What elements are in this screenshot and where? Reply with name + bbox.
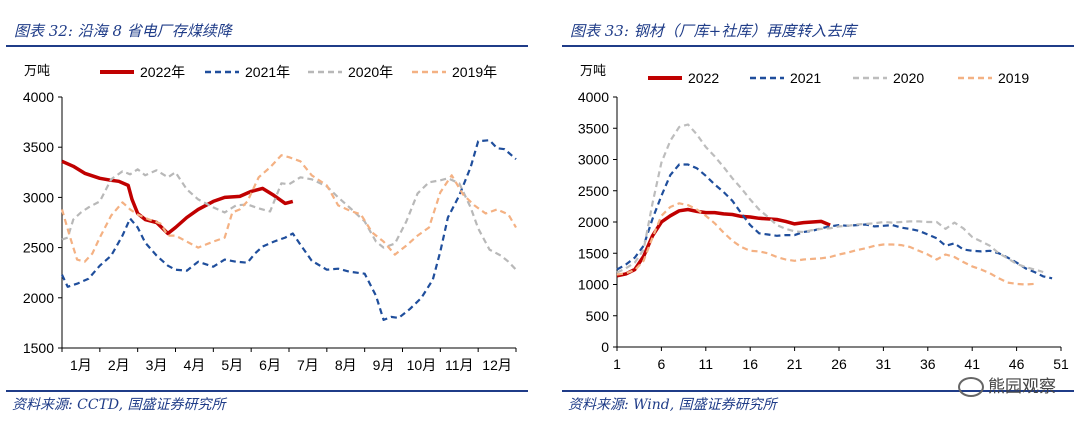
x-tick-label: 36 [920,356,936,372]
x-tick-label: 26 [831,356,847,372]
watermark-text: 熊园观察 [988,377,1056,397]
chart-title: 图表 33: 钢材（厂库+社库）再度转入去库 [570,22,857,40]
legend-label: 2021 [790,70,821,86]
title-rule [6,45,528,47]
legend-label: 2019 [998,70,1029,86]
x-tick-label: 46 [1009,356,1025,372]
legend-label: 2021年 [245,64,290,80]
y-unit-label: 万吨 [580,64,606,79]
legend-label: 2020年 [348,64,393,80]
x-tick-label: 10月 [407,357,437,373]
right-chart-panel: 图表 33: 钢材（厂库+社库）再度转入去库 万吨 0 500 1000 1500 200… [556,0,1080,433]
y-tick-label: 2500 [578,183,609,199]
left-chart-panel: 图表 32: 沿海 8 省电厂存煤续降 万吨 1500 2000 2500 3000 35… [0,0,534,433]
legend-label: 2019年 [452,64,497,80]
series-line-2020年 [61,168,517,271]
left-chart-svg: 万吨 1500 2000 2500 3000 3500 4000 1月 2月 3月 4月 5月 6月 7月… [23,64,517,373]
x-tick-label: 1月 [70,357,92,373]
x-tick-label: 3月 [146,357,168,373]
series-line-2021年 [61,139,517,321]
x-tick-label: 11 [699,356,714,372]
y-tick-label: 500 [586,308,610,324]
y-tick-label: 4000 [23,89,54,105]
source-rule [562,390,1074,392]
y-tick-label: 1500 [578,245,609,261]
x-tick-label: 6月 [259,357,281,373]
x-tick-label: 1 [613,356,621,372]
series-line-2022 [616,207,831,278]
chart-title: 图表 32: 沿海 8 省电厂存煤续降 [14,22,232,40]
series-line-2022年 [61,159,294,236]
x-tick-label: 7月 [297,357,319,373]
x-tick-label: 51 [1053,356,1069,372]
x-tick-label: 5月 [221,357,243,373]
y-tick-label: 3500 [23,139,54,155]
watermark: 熊园观察 [958,372,1056,397]
y-tick-label: 1000 [578,277,609,293]
series-line-2020 [616,123,1044,274]
source-note: 资料来源: Wind, 国盛证券研究所 [568,397,777,413]
y-tick-label: 3000 [23,189,54,205]
x-tick-label: 2月 [108,357,130,373]
source-rule [6,390,528,392]
legend-label: 2022年 [140,64,185,80]
y-tick-label: 1500 [23,340,54,356]
legend-label: 2020 [893,70,924,86]
y-unit-label: 万吨 [24,64,50,79]
y-tick-label: 2000 [578,214,609,230]
x-tick-label: 6 [658,356,666,372]
y-tick-label: 3500 [578,120,609,136]
x-tick-label: 9月 [373,357,395,373]
series-line-2019 [616,202,1035,286]
y-tick-label: 3000 [578,152,609,168]
source-note: 资料来源: CCTD, 国盛证券研究所 [12,397,226,413]
x-tick-label: 11月 [445,357,474,373]
x-tick-label: 21 [787,356,803,372]
y-tick-label: 2500 [23,240,54,256]
legend-label: 2022 [688,70,719,86]
wechat-icon [958,377,984,397]
x-tick-label: 16 [742,356,758,372]
title-rule [562,45,1074,47]
x-tick-label: 8月 [335,357,357,373]
series-line-2019年 [60,154,517,263]
x-tick-label: 4月 [184,357,206,373]
y-tick-label: 0 [601,339,609,355]
series-line-2021 [616,163,1053,280]
x-tick-label: 41 [964,356,980,372]
x-tick-label: 31 [876,356,892,372]
x-tick-label: 12月 [482,357,512,373]
y-tick-label: 4000 [578,89,609,105]
y-tick-label: 2000 [23,290,54,306]
